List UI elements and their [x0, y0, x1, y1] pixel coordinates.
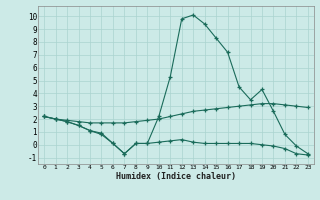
X-axis label: Humidex (Indice chaleur): Humidex (Indice chaleur) [116, 172, 236, 181]
